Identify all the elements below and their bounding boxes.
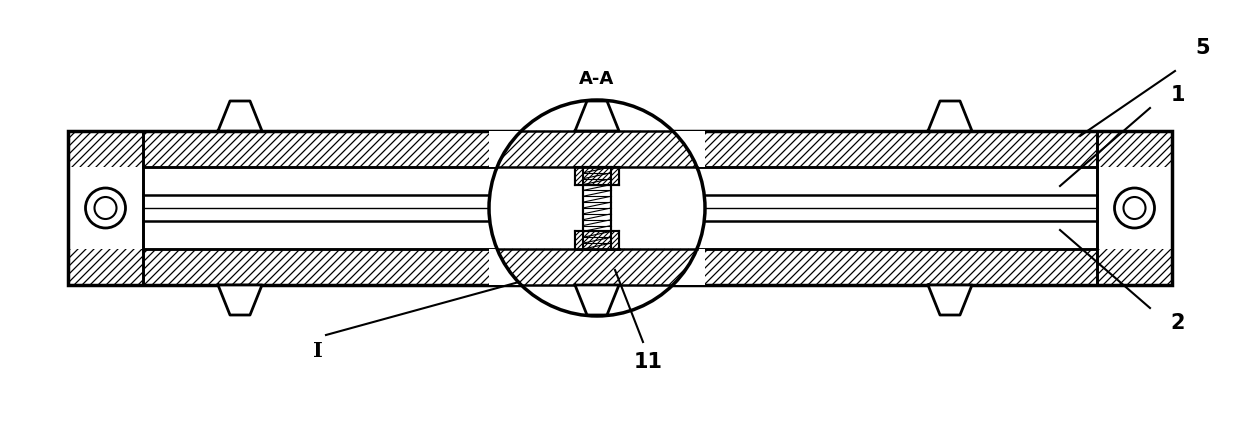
Text: 2: 2 <box>1171 313 1185 333</box>
Bar <box>143 131 1097 167</box>
Bar <box>575 231 619 249</box>
Bar <box>143 167 1097 249</box>
Polygon shape <box>575 101 619 131</box>
Bar <box>583 167 611 249</box>
Circle shape <box>86 188 125 228</box>
Circle shape <box>489 100 706 316</box>
Polygon shape <box>575 101 619 131</box>
Bar <box>489 249 706 285</box>
Polygon shape <box>218 101 262 131</box>
Text: A-A: A-A <box>579 70 615 88</box>
Text: 11: 11 <box>634 352 662 372</box>
Bar <box>575 167 619 185</box>
Bar <box>68 167 143 249</box>
Polygon shape <box>575 285 619 315</box>
Polygon shape <box>575 285 619 315</box>
Bar <box>68 249 1172 285</box>
Circle shape <box>1115 188 1154 228</box>
Circle shape <box>1123 197 1146 219</box>
Bar <box>68 131 1172 167</box>
Circle shape <box>94 197 117 219</box>
Text: 5: 5 <box>1195 38 1210 58</box>
Bar <box>68 131 1172 285</box>
Bar <box>68 131 1172 285</box>
Bar <box>575 231 619 249</box>
Bar <box>1097 131 1172 285</box>
Text: I: I <box>312 341 322 361</box>
Bar <box>143 249 1097 285</box>
Polygon shape <box>928 101 972 131</box>
Polygon shape <box>218 285 262 315</box>
Bar <box>68 131 143 285</box>
Text: 1: 1 <box>1171 85 1185 105</box>
Bar <box>489 131 706 167</box>
Bar <box>575 167 619 185</box>
Polygon shape <box>928 285 972 315</box>
Bar <box>1097 167 1172 249</box>
Bar <box>1097 131 1172 285</box>
Bar <box>68 131 143 285</box>
